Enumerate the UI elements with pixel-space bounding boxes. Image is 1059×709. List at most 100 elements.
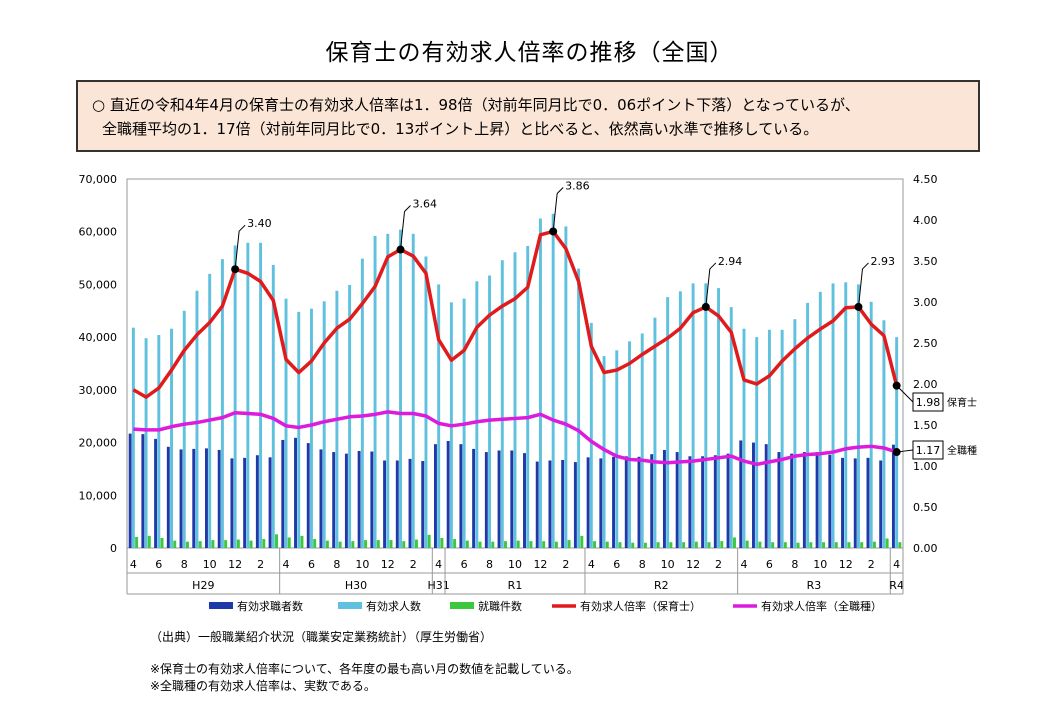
bar-3 (809, 542, 813, 548)
era-label: R4 (889, 579, 904, 592)
bar-2 (729, 307, 733, 548)
x-month-label: 12 (839, 558, 853, 571)
bar-2 (895, 337, 899, 548)
bar-3 (440, 537, 444, 548)
bar-1 (713, 455, 717, 548)
bar-1 (637, 456, 641, 548)
peak-label: 3.86 (565, 179, 590, 192)
bar-2 (602, 356, 606, 548)
y-right-tick-label: 3.00 (913, 296, 938, 309)
bar-3 (147, 535, 151, 548)
hoikushi-ratio-line (132, 229, 899, 399)
x-month-label: 2 (410, 558, 417, 571)
bar-2 (691, 283, 695, 548)
bar-3 (885, 538, 889, 548)
bar-1 (421, 461, 425, 548)
bar-3 (414, 539, 418, 548)
bar-1 (752, 442, 755, 548)
x-month-label: 12 (228, 558, 242, 571)
y-right-tick-label: 4.50 (913, 173, 938, 186)
legend-swatch (209, 602, 233, 609)
bar-1 (510, 450, 514, 548)
bar-1 (319, 449, 323, 548)
summary-text-1: 直近の令和4年4月の保育士の有効求人倍率は1．98倍（対前年同月比で0．06ポイ… (109, 96, 860, 114)
bar-3 (262, 539, 266, 548)
bar-3 (491, 541, 495, 548)
bar-2 (818, 291, 822, 548)
end-leader (896, 449, 914, 453)
legend-label: 有効求職者数 (237, 599, 303, 613)
peak-label: 2.94 (718, 255, 743, 268)
bar-3 (745, 540, 749, 548)
bar-3 (236, 539, 240, 548)
bar-3 (249, 540, 253, 548)
bar-2 (615, 350, 619, 548)
bar-1 (433, 444, 437, 548)
y-left-tick-label: 60,000 (79, 226, 118, 239)
bar-3 (427, 534, 431, 548)
x-month-label: 2 (868, 558, 875, 571)
bar-1 (790, 453, 794, 548)
bar-1 (497, 450, 501, 548)
bar-3 (224, 540, 228, 548)
end-series-tag: 全職種 (947, 444, 977, 457)
end-value-box (912, 440, 944, 460)
bar-1 (739, 440, 743, 548)
y-right-tick-label: 4.00 (913, 214, 938, 227)
bar-2 (297, 311, 301, 548)
bar-1 (446, 440, 450, 548)
end-value-label: 1.17 (916, 444, 941, 457)
y-right-tick-label: 0.00 (913, 542, 938, 555)
bar-2 (220, 259, 224, 548)
footnote-1: ※保育士の有効求人倍率について、各年度の最も高い月の数値を記載している。 (150, 662, 579, 676)
bar-2 (857, 284, 860, 548)
bar-1 (802, 452, 806, 548)
bar-3 (593, 541, 597, 548)
y-right-tick-label: 0.50 (913, 501, 938, 514)
x-month-label: 8 (639, 558, 646, 571)
bar-2 (259, 242, 263, 548)
bar-1 (777, 452, 781, 548)
bar-3 (465, 540, 469, 548)
peak-label: 3.64 (413, 198, 438, 211)
bar-3 (300, 535, 304, 548)
y-left-tick-label: 40,000 (79, 331, 118, 344)
bar-1 (268, 457, 272, 548)
bar-2 (208, 273, 212, 548)
bar-1 (688, 456, 692, 548)
x-month-label: 8 (333, 558, 340, 571)
bar-3 (160, 537, 164, 548)
bar-1 (230, 458, 234, 548)
bar-1 (599, 458, 603, 548)
bar-2 (526, 245, 530, 548)
bar-2 (844, 282, 848, 548)
bar-2 (195, 290, 199, 548)
bar-1 (154, 438, 158, 548)
y-right-tick-label: 1.50 (913, 419, 938, 432)
bar-3 (313, 539, 317, 548)
bar-2 (869, 301, 873, 548)
bar-1 (370, 451, 374, 548)
bar-3 (389, 540, 393, 548)
legend-label: 有効求人倍率（保育士） (580, 599, 701, 613)
bar-3 (822, 542, 825, 548)
bar-1 (701, 456, 705, 548)
bar-3 (707, 542, 711, 548)
peak-leader (400, 211, 406, 250)
legend-swatch (450, 602, 474, 609)
bar-2 (144, 338, 148, 548)
bar-3 (402, 541, 406, 548)
bar-3 (771, 542, 775, 548)
x-month-label: 2 (715, 558, 722, 571)
source-note: （出典）一般職業紹介状況（職業安定業務統計）（厚生労働省） (150, 630, 493, 644)
bar-1 (395, 460, 399, 548)
bar-2 (157, 335, 161, 548)
x-month-label: 6 (155, 558, 162, 571)
bar-2 (589, 322, 593, 548)
bar-2 (628, 341, 631, 548)
bar-1 (879, 460, 883, 548)
bar-2 (373, 235, 377, 548)
bar-1 (675, 452, 679, 548)
y-left-tick-label: 70,000 (79, 173, 118, 186)
